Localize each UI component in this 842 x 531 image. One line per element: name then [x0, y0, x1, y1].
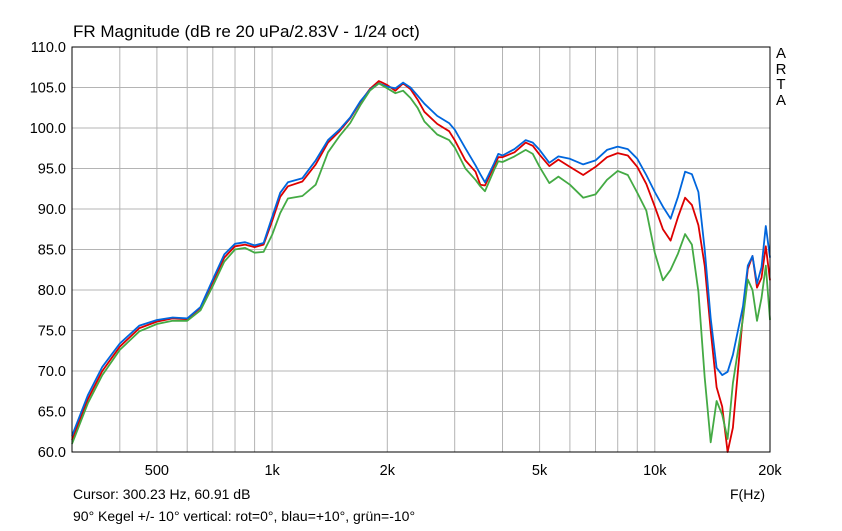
y-tick-label: 90.0: [38, 202, 66, 218]
x-tick-label: 10k: [643, 463, 667, 479]
y-tick-label: 85.0: [38, 243, 66, 259]
y-axis-ticks: 60.0 65.0 70.0 75.0 80.0 85.0 90.0 95.0 100.0 105…: [30, 40, 66, 461]
y-tick-label: 105.0: [30, 81, 66, 97]
y-tick-label: 75.0: [38, 324, 66, 340]
series-line-0: [71, 80, 771, 453]
series-line-1: [71, 81, 771, 437]
y-tick-label: 95.0: [38, 162, 66, 178]
y-tick-label: 100.0: [30, 121, 66, 137]
plot-grid: [72, 47, 770, 452]
plot-frame: [71, 46, 771, 453]
x-tick-label: 2k: [380, 463, 396, 479]
x-tick-label: 500: [145, 463, 169, 479]
y-tick-label: 60.0: [38, 445, 66, 461]
arta-letter-a2: A: [775, 91, 786, 109]
cursor-readout: Cursor: 300.23 Hz, 60.91 dB: [73, 486, 251, 502]
series-line-2: [71, 82, 771, 445]
x-axis-label: F(Hz): [730, 486, 765, 502]
arta-watermark: A R T A: [774, 46, 788, 108]
arta-letter-t: T: [776, 76, 786, 93]
plot-curves: [71, 80, 771, 453]
x-axis-ticks: 500 1k 2k 5k 10k 20k: [145, 463, 783, 479]
y-tick-label: 70.0: [38, 364, 66, 380]
y-tick-label: 65.0: [38, 405, 66, 421]
x-tick-label: 5k: [532, 463, 548, 479]
arta-letter-r: R: [775, 60, 787, 78]
measurement-caption: 90° Kegel +/- 10° vertical: rot=0°, blau…: [73, 508, 416, 524]
x-tick-label: 1k: [264, 463, 280, 479]
y-tick-label: 80.0: [38, 283, 66, 299]
y-tick-label: 110.0: [31, 40, 66, 56]
arta-letter-a1: A: [775, 45, 786, 62]
x-tick-label: 20k: [758, 463, 782, 479]
chart-title: FR Magnitude (dB re 20 uPa/2.83V - 1/24 …: [73, 22, 420, 41]
